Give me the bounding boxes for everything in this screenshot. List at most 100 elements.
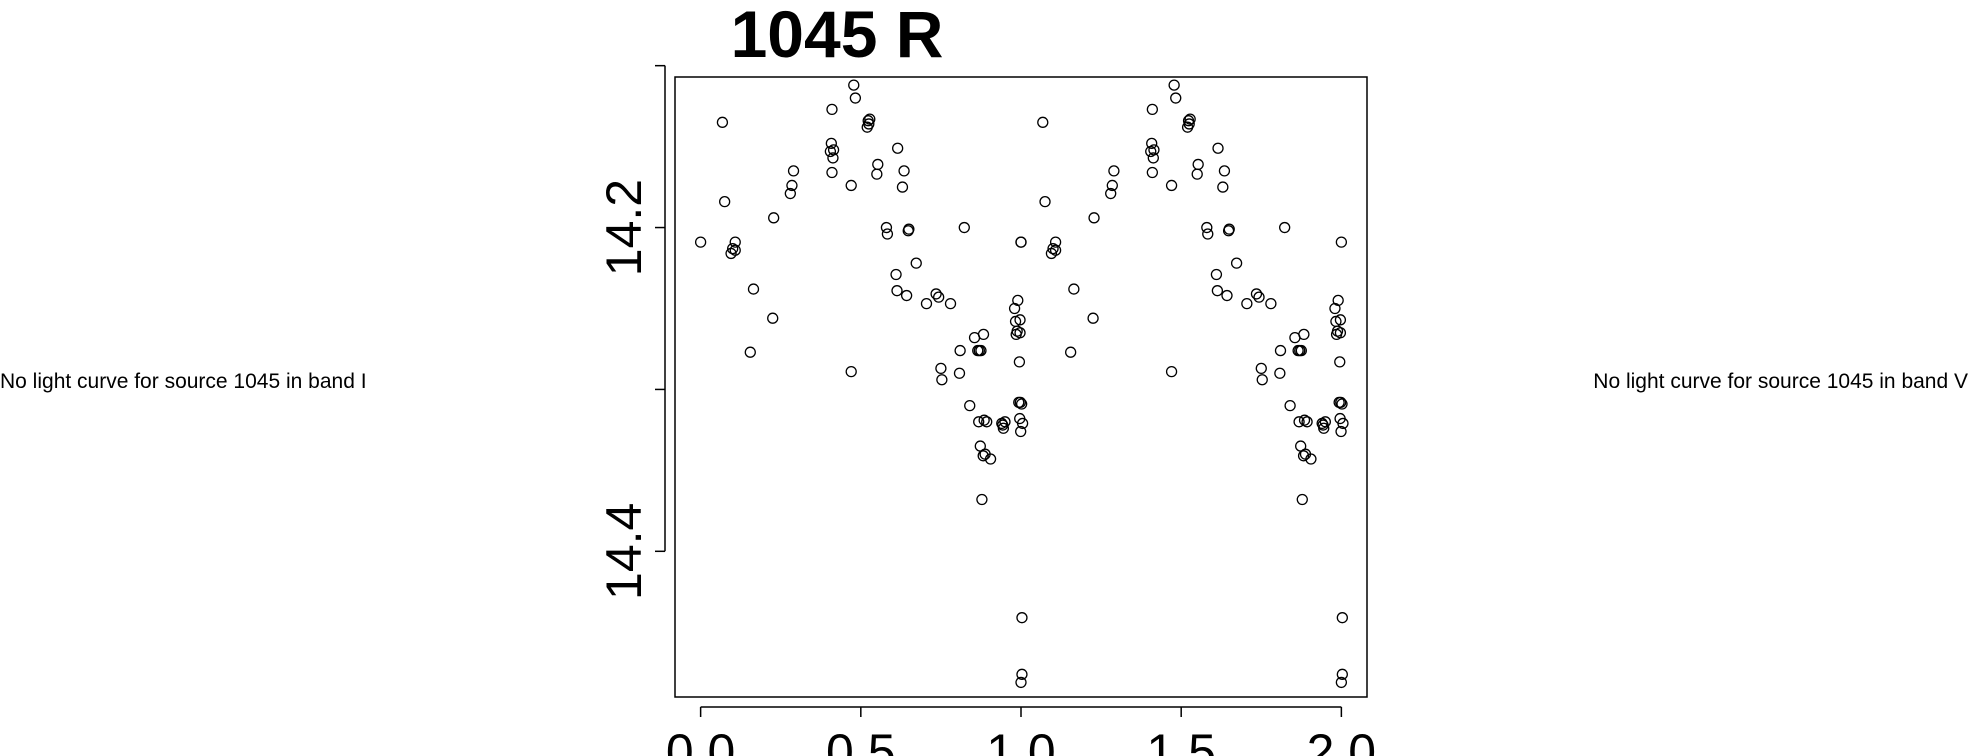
data-point <box>1298 414 1311 426</box>
data-point <box>1016 668 1028 680</box>
data-point <box>872 158 884 171</box>
data-point <box>1039 195 1051 208</box>
data-point <box>1217 181 1229 193</box>
data-point <box>881 228 894 240</box>
data-point <box>978 414 990 426</box>
data-point <box>1256 374 1268 386</box>
data-points <box>694 79 1349 689</box>
data-point <box>953 367 966 379</box>
data-point <box>825 137 837 150</box>
data-point <box>1105 187 1117 200</box>
data-point <box>694 236 707 248</box>
data-point <box>729 244 741 256</box>
data-point <box>1146 166 1159 179</box>
data-point <box>747 283 760 295</box>
y-tick-label: 14.2 <box>596 179 652 276</box>
data-point <box>1201 221 1213 234</box>
data-point <box>976 493 988 506</box>
data-point <box>1165 179 1178 192</box>
data-point <box>1014 396 1027 409</box>
data-point <box>1255 362 1267 375</box>
x-tick-label: 1.5 <box>1146 724 1216 756</box>
data-point <box>827 152 839 164</box>
data-point <box>1295 344 1307 357</box>
data-point <box>880 221 893 234</box>
data-point <box>892 142 904 154</box>
data-point <box>977 450 989 462</box>
data-point <box>1049 236 1062 248</box>
data-point <box>1274 344 1287 357</box>
data-point <box>933 291 945 303</box>
data-point <box>1183 118 1195 130</box>
data-point <box>729 236 741 248</box>
data-point <box>1250 288 1263 300</box>
data-point <box>1318 422 1330 434</box>
data-point <box>1223 223 1235 235</box>
data-point <box>1334 356 1346 368</box>
data-point <box>1014 327 1026 339</box>
data-point <box>1298 328 1310 341</box>
data-point <box>845 179 857 192</box>
data-point <box>1088 212 1100 224</box>
data-point <box>1319 416 1332 428</box>
data-point <box>1146 137 1158 150</box>
data-point <box>1253 291 1265 303</box>
chart-title: 1045 R <box>731 0 944 71</box>
data-point <box>849 92 862 104</box>
data-point <box>1212 142 1224 154</box>
data-point <box>1293 416 1305 428</box>
note-no-light-curve-band-i: No light curve for source 1045 in band I <box>0 370 367 393</box>
data-point <box>944 297 957 310</box>
data-point <box>1168 79 1180 91</box>
data-point <box>863 118 875 130</box>
data-point <box>1068 283 1080 295</box>
data-point <box>767 312 779 324</box>
data-point <box>1211 285 1224 297</box>
data-point <box>768 212 780 224</box>
x-axis: 0.0 0.5 1.0 1.5 2.0 <box>666 706 1377 756</box>
note-no-light-curve-band-v: No light curve for source 1045 in band V <box>1593 370 1968 393</box>
data-point <box>984 453 997 465</box>
x-tick-label: 2.0 <box>1307 724 1377 756</box>
data-point <box>1148 144 1160 156</box>
data-point <box>1015 425 1027 438</box>
data-point <box>891 285 903 297</box>
data-point <box>999 416 1011 428</box>
data-point <box>898 165 910 177</box>
data-point <box>1218 165 1231 177</box>
data-point <box>1108 165 1120 177</box>
data-point <box>1191 168 1203 180</box>
x-tick-label: 0.0 <box>666 724 736 756</box>
data-point <box>935 362 947 375</box>
data-point <box>744 346 756 358</box>
data-point <box>1016 417 1029 430</box>
data-point <box>1170 92 1182 104</box>
data-point <box>1014 314 1026 326</box>
data-point <box>1334 327 1347 339</box>
data-point <box>1335 425 1347 438</box>
data-point <box>936 374 948 386</box>
data-point <box>890 268 902 281</box>
data-point <box>1230 257 1243 269</box>
data-point <box>910 257 922 269</box>
data-point <box>1336 398 1348 410</box>
data-point <box>1047 242 1059 255</box>
data-point <box>1037 116 1049 128</box>
data-point <box>826 103 838 116</box>
data-point <box>1106 179 1118 192</box>
data-point <box>1241 297 1253 310</box>
data-point <box>1192 158 1204 171</box>
plot-frame <box>674 76 1368 698</box>
data-point <box>1015 676 1027 689</box>
data-point <box>954 344 966 357</box>
data-point <box>1337 417 1349 430</box>
data-point <box>1301 416 1313 428</box>
data-point <box>1221 289 1233 302</box>
x-tick-label: 1.0 <box>986 724 1056 756</box>
data-point <box>930 288 942 300</box>
data-point <box>784 187 796 200</box>
data-point <box>786 179 798 192</box>
data-point <box>975 344 987 357</box>
data-point <box>1016 612 1028 624</box>
